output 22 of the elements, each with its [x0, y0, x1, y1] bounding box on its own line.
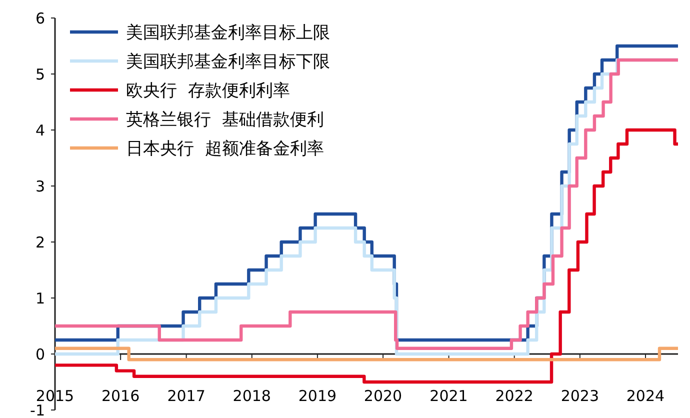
x-tick-label: 2017	[167, 387, 206, 405]
legend-label: 英格兰银行 基础借款便利	[126, 110, 324, 130]
x-tick-label: 2020	[364, 387, 402, 405]
y-tick-label: 2	[35, 233, 45, 252]
y-tick-label: 5	[35, 65, 45, 84]
x-tick-label: 2016	[101, 387, 140, 405]
x-tick-label: 2024	[626, 387, 665, 405]
y-tick-label: 6	[35, 9, 45, 28]
legend-label: 欧央行 存款便利利率	[126, 80, 290, 101]
x-tick-label: 2018	[232, 387, 271, 405]
legend-label: 日本央行 超额准备金利率	[126, 138, 324, 159]
legend-label: 美国联邦基金利率目标下限	[126, 52, 330, 72]
x-tick-label: 2022	[495, 387, 534, 405]
y-tick-label: 1	[35, 289, 45, 308]
legend-label: 美国联邦基金利率目标上限	[126, 22, 330, 43]
x-tick-label: 2021	[430, 387, 468, 405]
y-tick-label: 3	[35, 177, 45, 196]
x-tick-label: 2019	[298, 387, 337, 405]
y-tick-label: -1	[30, 401, 45, 418]
y-tick-label: 4	[35, 121, 45, 140]
y-tick-label: 0	[35, 345, 45, 364]
x-tick-label: 2023	[560, 387, 600, 405]
